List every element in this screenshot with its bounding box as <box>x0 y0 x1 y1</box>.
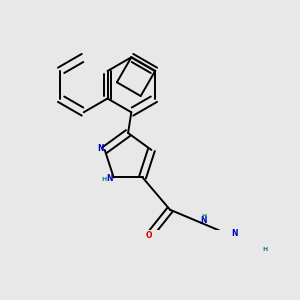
Text: N: N <box>98 145 104 154</box>
Text: N: N <box>201 216 207 225</box>
Text: H: H <box>201 214 207 219</box>
Text: N: N <box>231 230 237 238</box>
Text: H: H <box>101 177 106 182</box>
Text: O: O <box>146 231 152 240</box>
Text: N: N <box>106 174 113 183</box>
Text: H: H <box>262 247 267 252</box>
